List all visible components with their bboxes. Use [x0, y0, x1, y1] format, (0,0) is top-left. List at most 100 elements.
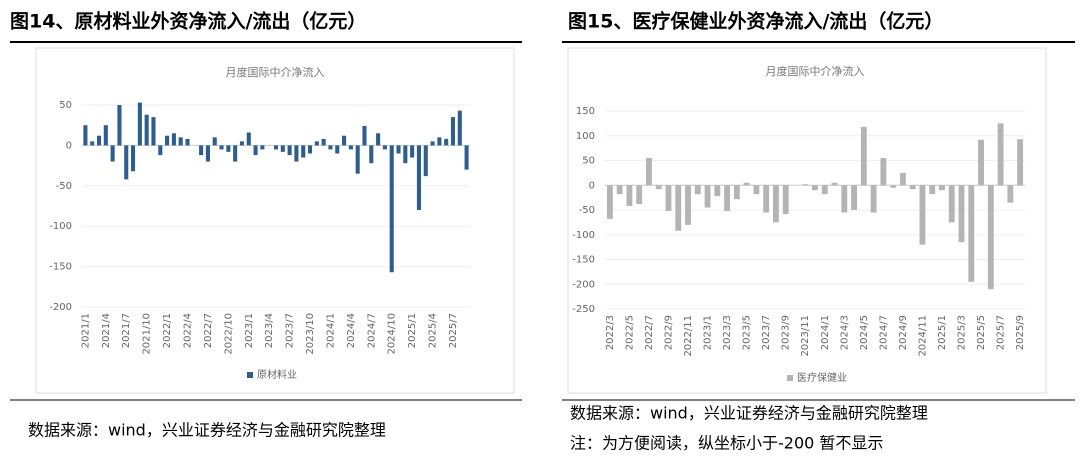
y-tick-label: -50: [56, 181, 72, 192]
bar: [958, 185, 965, 243]
x-tick-label: 2024/3: [839, 315, 850, 350]
x-tick-label: 2022/7: [203, 313, 214, 348]
bar: [890, 185, 897, 188]
x-tick-label: 2022/4: [183, 313, 194, 348]
bar: [743, 182, 750, 186]
bar: [185, 138, 190, 146]
bar: [646, 158, 652, 186]
x-tick-label: 2022/11: [683, 315, 694, 357]
bar: [396, 145, 401, 154]
chart-title: 月度国际中介净流入: [766, 64, 865, 78]
bar: [929, 185, 936, 195]
bar: [773, 185, 779, 223]
bar: [919, 185, 926, 245]
bar: [753, 185, 760, 195]
x-tick-label: 2023/4: [264, 313, 275, 348]
x-tick-label: 2023/7: [761, 315, 772, 350]
bar: [457, 110, 462, 146]
legend-swatch: [247, 372, 253, 378]
bar: [131, 145, 136, 172]
x-tick-label: 2022/9: [663, 315, 674, 350]
x-tick-label: 2022/1: [162, 313, 173, 348]
y-tick-label: -100: [572, 230, 595, 241]
bar: [294, 145, 299, 162]
chart-title: 月度国际中介净流入: [226, 65, 325, 79]
bar: [90, 141, 95, 146]
bar: [899, 172, 906, 186]
x-tick-label: 2024/1: [820, 315, 831, 350]
x-tick-label: 2023/5: [742, 315, 753, 350]
x-tick-label: 2024/10: [387, 313, 398, 355]
bar: [151, 117, 156, 146]
bar: [83, 125, 88, 146]
chart-frame: [35, 47, 515, 394]
y-tick-label: 50: [59, 100, 72, 111]
x-tick-label: 2024/7: [366, 313, 377, 348]
bar: [831, 182, 838, 186]
bar: [987, 185, 994, 290]
bar: [423, 145, 428, 177]
bar: [464, 145, 469, 170]
bar: [321, 138, 326, 146]
bar: [860, 126, 867, 186]
source-note: 数据来源：wind，兴业证券经济与金融研究院整理: [570, 404, 928, 423]
bar: [376, 133, 381, 146]
y-tick-label: 50: [582, 156, 595, 167]
bar: [616, 185, 623, 195]
bar: [444, 138, 449, 146]
x-tick-label: 2025/7: [996, 315, 1007, 350]
x-tick-label: 2025/4: [428, 313, 439, 348]
bar: [233, 145, 238, 162]
bar: [968, 185, 975, 282]
bar: [287, 145, 292, 156]
bar: [655, 185, 662, 190]
y-tick-label: -150: [572, 255, 595, 266]
bar: [103, 125, 108, 146]
bar: [178, 137, 183, 146]
bar: [253, 145, 258, 156]
x-tick-label: 2022/5: [624, 315, 635, 350]
bar: [851, 185, 857, 210]
x-tick-label: 2024/11: [917, 315, 928, 357]
bar: [704, 185, 711, 208]
y-tick-label: 100: [576, 131, 595, 142]
bar: [685, 185, 691, 225]
bar: [802, 184, 809, 186]
x-tick-label: 2023/9: [781, 315, 792, 350]
bar: [110, 145, 115, 162]
bar: [301, 145, 306, 158]
bar: [733, 185, 740, 200]
bar: [880, 158, 887, 186]
y-tick-label: 0: [589, 180, 595, 191]
bar: [239, 141, 245, 146]
x-tick-label: 2024/5: [859, 315, 870, 350]
y-tick-label: -150: [49, 262, 72, 273]
bar: [124, 145, 129, 180]
bar: [369, 145, 374, 164]
bar: [96, 135, 102, 146]
bar: [782, 185, 789, 214]
bar: [219, 145, 224, 150]
x-tick-label: 2025/1: [937, 315, 948, 350]
y-tick-label: 150: [576, 106, 595, 117]
x-tick-label: 2021/1: [80, 313, 91, 348]
bar: [410, 145, 415, 158]
x-tick-label: 2024/4: [346, 313, 357, 348]
y-tick-label: -200: [49, 302, 72, 313]
bar: [348, 145, 353, 150]
bar: [416, 145, 421, 211]
bar: [382, 145, 387, 150]
bar: [307, 145, 313, 154]
bar: [724, 185, 731, 211]
bar: [328, 145, 333, 150]
footnote: 注：为方便阅读，纵坐标小于-200 暂不显示: [570, 434, 883, 453]
bar: [1017, 139, 1024, 186]
x-tick-label: 2021/10: [142, 313, 153, 355]
bar: [1007, 185, 1014, 203]
bar: [362, 126, 367, 146]
bar: [355, 145, 360, 174]
x-tick-label: 2025/5: [976, 315, 987, 350]
bar: [948, 185, 955, 223]
bar: [117, 105, 122, 146]
x-tick-label: 2023/3: [722, 315, 733, 350]
